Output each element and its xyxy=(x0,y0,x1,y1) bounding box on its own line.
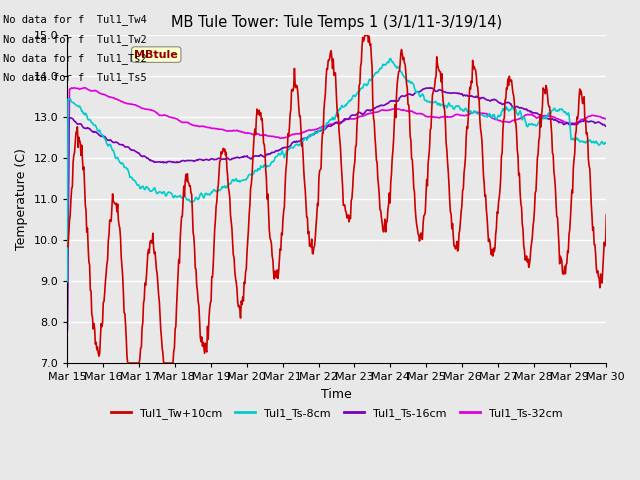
Text: No data for f  Tul1_Ts5: No data for f Tul1_Ts5 xyxy=(3,72,147,83)
X-axis label: Time: Time xyxy=(321,388,352,401)
Legend: Tul1_Tw+10cm, Tul1_Ts-8cm, Tul1_Ts-16cm, Tul1_Ts-32cm: Tul1_Tw+10cm, Tul1_Ts-8cm, Tul1_Ts-16cm,… xyxy=(106,403,567,423)
Text: No data for f  Tul1_Tw4: No data for f Tul1_Tw4 xyxy=(3,14,147,25)
Title: MB Tule Tower: Tule Temps 1 (3/1/11-3/19/14): MB Tule Tower: Tule Temps 1 (3/1/11-3/19… xyxy=(171,15,502,30)
Y-axis label: Temperature (C): Temperature (C) xyxy=(15,148,28,250)
Text: MBtule: MBtule xyxy=(134,49,178,60)
Text: No data for f  Tul1_Tw2: No data for f Tul1_Tw2 xyxy=(3,34,147,45)
Text: No data for f  Tul1_Ts2: No data for f Tul1_Ts2 xyxy=(3,53,147,64)
